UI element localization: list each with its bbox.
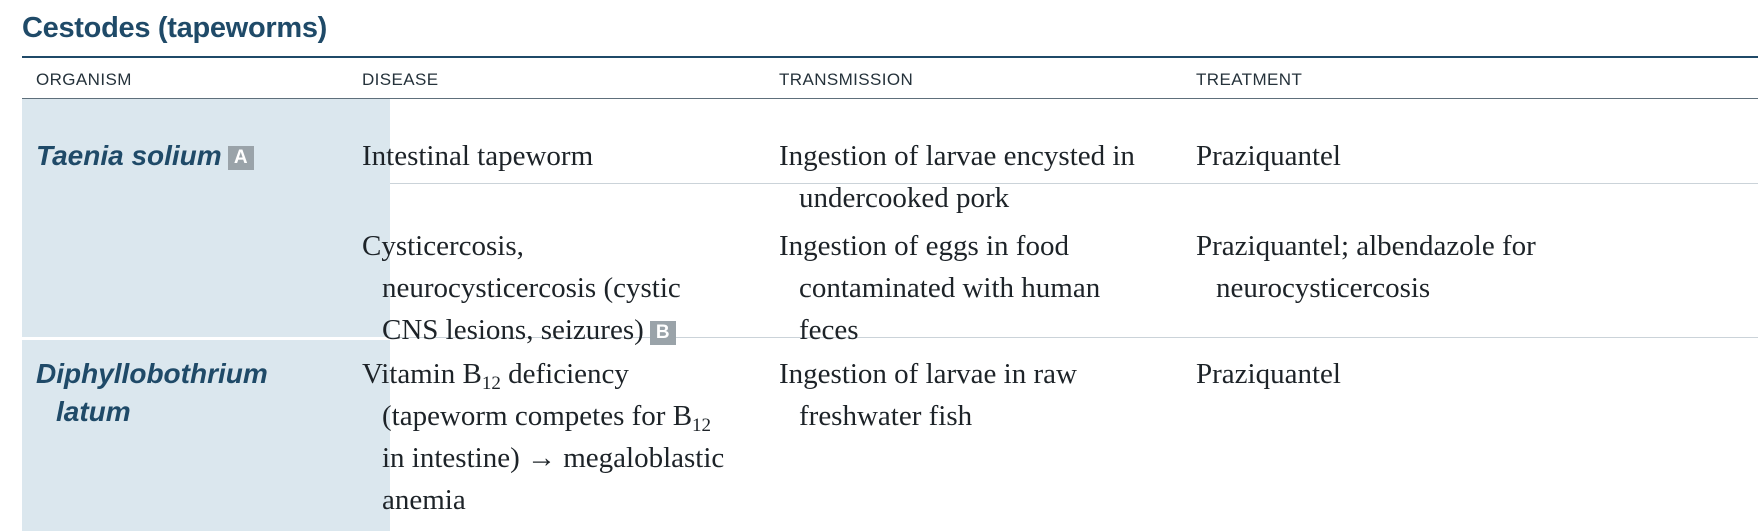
subscript: 12 bbox=[481, 373, 501, 394]
organism-name: Taenia solium bbox=[36, 140, 222, 171]
image-badge-b[interactable]: B bbox=[649, 321, 676, 345]
header-disease: DISEASE bbox=[362, 70, 439, 89]
transmission-text: contaminated with human bbox=[799, 272, 1101, 304]
organism-taenia-solium: Taenia solium A bbox=[36, 137, 254, 175]
transmission-cell: Ingestion of eggs in food contaminated w… bbox=[779, 225, 1100, 351]
disease-text-with-badge: CNS lesions, seizures) B bbox=[362, 309, 681, 351]
transmission-text: freshwater fish bbox=[799, 400, 973, 432]
transmission-text: Ingestion of larvae encysted in bbox=[779, 140, 1135, 172]
disease-text: (tapeworm competes for B bbox=[382, 400, 693, 432]
treatment-cell: Praziquantel bbox=[1196, 135, 1341, 177]
header-organism: ORGANISM bbox=[36, 70, 132, 89]
treatment-text: neurocysticercosis bbox=[1216, 272, 1431, 304]
disease-text: anemia bbox=[382, 484, 466, 516]
table-header: ORGANISM DISEASE TRANSMISSION TREATMENT bbox=[22, 58, 1758, 99]
organism-diphyllobothrium-latum: Diphyllobothrium latum bbox=[36, 355, 268, 431]
disease-text: neurocysticercosis (cystic bbox=[382, 272, 681, 304]
header-treatment: TREATMENT bbox=[1196, 70, 1303, 89]
organism-separator bbox=[22, 337, 390, 340]
treatment-text: Praziquantel; albendazole for bbox=[1196, 230, 1536, 262]
disease-text: Cysticercosis, bbox=[362, 230, 524, 262]
transmission-cell: Ingestion of larvae in raw freshwater fi… bbox=[779, 353, 1077, 437]
image-badge-a[interactable]: A bbox=[227, 146, 254, 170]
treatment-text: Praziquantel bbox=[1196, 140, 1341, 172]
title-rule bbox=[22, 56, 1758, 58]
treatment-text: Praziquantel bbox=[1196, 358, 1341, 390]
disease-cell: Vitamin B12 deficiency (tapeworm compete… bbox=[362, 353, 724, 521]
transmission-text: Ingestion of eggs in food bbox=[779, 230, 1069, 262]
treatment-cell: Praziquantel bbox=[1196, 353, 1341, 395]
row-divider bbox=[390, 337, 1758, 338]
row-divider bbox=[390, 183, 1758, 184]
subscript: 12 bbox=[692, 415, 712, 436]
disease-line: (tapeworm competes for B12 bbox=[362, 395, 724, 437]
disease-line: Vitamin B12 deficiency bbox=[362, 358, 629, 393]
transmission-text: undercooked pork bbox=[799, 182, 1010, 214]
treatment-cell: Praziquantel; albendazole for neurocysti… bbox=[1196, 225, 1536, 309]
table-body: Taenia solium A Intestinal tapeworm Inges… bbox=[22, 99, 1758, 531]
disease-text: deficiency bbox=[500, 358, 629, 390]
disease-cell: Cysticercosis, neurocysticercosis (cysti… bbox=[362, 225, 681, 351]
header-transmission: TRANSMISSION bbox=[779, 70, 914, 89]
organism-name: latum bbox=[56, 396, 131, 427]
organism-name: Diphyllobothrium bbox=[36, 358, 268, 389]
transmission-text: feces bbox=[799, 314, 859, 346]
transmission-cell: Ingestion of larvae encysted in undercoo… bbox=[779, 135, 1135, 219]
disease-cell: Intestinal tapeworm bbox=[362, 135, 593, 177]
disease-text: Intestinal tapeworm bbox=[362, 140, 594, 172]
organism-column bbox=[22, 99, 390, 531]
disease-text: Vitamin B bbox=[362, 358, 482, 390]
table-title: Cestodes (tapeworms) bbox=[22, 12, 328, 44]
disease-text: CNS lesions, seizures) bbox=[382, 314, 644, 346]
disease-text: in intestine) → megaloblastic bbox=[382, 442, 725, 474]
cestodes-table: ORGANISM DISEASE TRANSMISSION TREATMENT … bbox=[22, 58, 1758, 531]
transmission-text: Ingestion of larvae in raw bbox=[779, 358, 1077, 390]
